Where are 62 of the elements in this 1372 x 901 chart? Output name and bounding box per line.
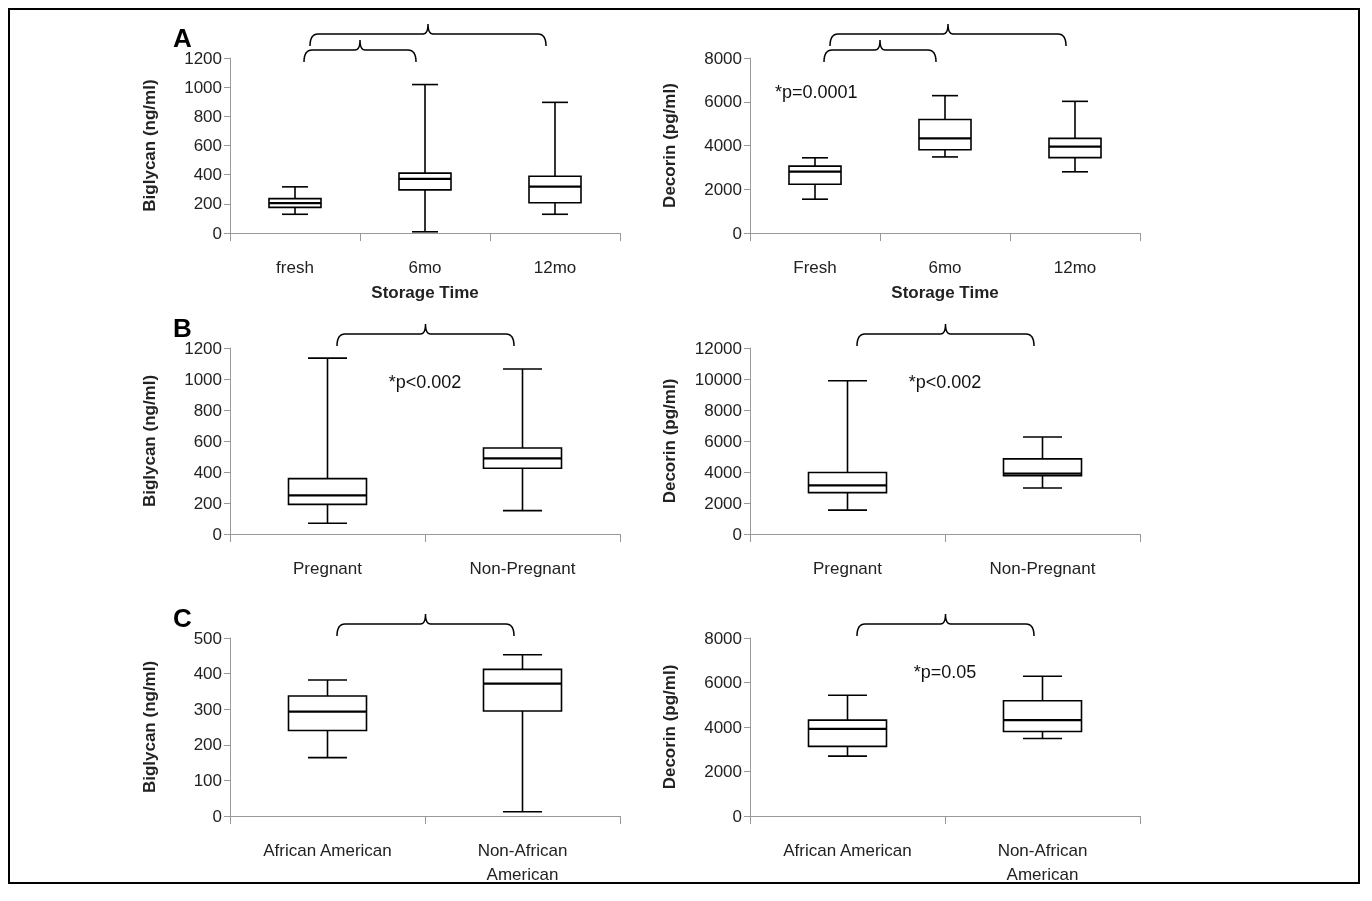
y-tick-label: 4000	[704, 136, 742, 156]
x-axis-title: Storage Time	[371, 283, 479, 302]
y-axis-title: Biglycan (ng/ml)	[140, 660, 159, 794]
annotation: *p=0.05	[913, 662, 977, 682]
y-tick-label: 8000	[704, 628, 742, 648]
y-tick-label: 0	[732, 223, 742, 243]
chart-title: C	[173, 603, 192, 633]
annotation: *p=0.0001	[775, 82, 858, 102]
x-tick-label: Non-Pregnant	[469, 558, 576, 578]
y-tick-label: 0	[212, 806, 222, 826]
x-tick-label: Non-Pregnant	[989, 558, 1096, 578]
x-tick-label: African American	[263, 840, 392, 860]
x-tick-label: 6mo	[408, 257, 442, 277]
y-axis-title: Decorin (pg/ml)	[660, 83, 679, 208]
y-tick-label: 2000	[704, 179, 742, 199]
y-tick-label: 6000	[704, 92, 742, 112]
y-tick-label: 200	[193, 735, 222, 755]
y-tick-label: 0	[212, 223, 222, 243]
y-tick-label: 2000	[704, 762, 742, 781]
y-tick-label: 600	[193, 136, 222, 156]
y-tick-label: 4000	[704, 462, 742, 482]
y-tick-label: 800	[193, 106, 222, 126]
y-tick-label: 300	[193, 699, 222, 719]
x-tick-label: Pregnant	[813, 558, 883, 578]
y-tick-label: 0	[732, 806, 742, 826]
x-tick-label: Non-African American	[477, 840, 568, 884]
y-tick-label: 2000	[704, 493, 742, 513]
x-tick-label: African American	[783, 840, 912, 860]
y-tick-label: 400	[193, 462, 222, 482]
annotation: *p<0.002	[388, 372, 462, 392]
x-tick-label: 6mo	[928, 257, 962, 277]
y-tick-label: 10000	[694, 369, 742, 389]
annotation: *p<0.002	[908, 372, 982, 392]
x-tick-label: Pregnant	[293, 558, 363, 578]
y-axis-title: Biglycan (ng/ml)	[140, 374, 159, 508]
y-tick-label: 8000	[704, 48, 742, 68]
y-tick-label: 100	[193, 770, 222, 790]
y-axis-title: Biglycan (ng/ml)	[140, 79, 159, 212]
y-tick-label: 400	[193, 165, 222, 185]
y-tick-label: 0	[212, 524, 222, 544]
x-tick-label: Fresh	[793, 257, 837, 277]
y-tick-label: 400	[193, 664, 222, 684]
y-tick-label: 200	[193, 493, 222, 513]
y-tick-label: 8000	[704, 400, 742, 420]
y-tick-label: 800	[193, 400, 222, 420]
y-tick-label: 1000	[184, 369, 222, 389]
y-axis-title: Decorin (pg/ml)	[660, 378, 679, 504]
y-tick-label: 12000	[694, 338, 742, 358]
x-tick-label: fresh	[276, 257, 314, 277]
y-tick-label: 4000	[704, 717, 742, 737]
y-tick-label: 6000	[704, 673, 742, 692]
y-tick-label: 600	[193, 431, 222, 451]
x-tick-label: Non-African American	[997, 840, 1088, 884]
y-axis-title: Decorin (pg/ml)	[660, 664, 679, 790]
y-tick-label: 200	[193, 194, 222, 214]
y-tick-label: 0	[732, 524, 742, 544]
x-tick-label: 12mo	[1053, 257, 1097, 277]
x-tick-label: 12mo	[533, 257, 577, 277]
y-tick-label: 500	[193, 628, 222, 648]
y-tick-label: 1000	[184, 77, 222, 97]
x-axis-title: Storage Time	[891, 283, 999, 302]
y-tick-label: 6000	[704, 431, 742, 451]
